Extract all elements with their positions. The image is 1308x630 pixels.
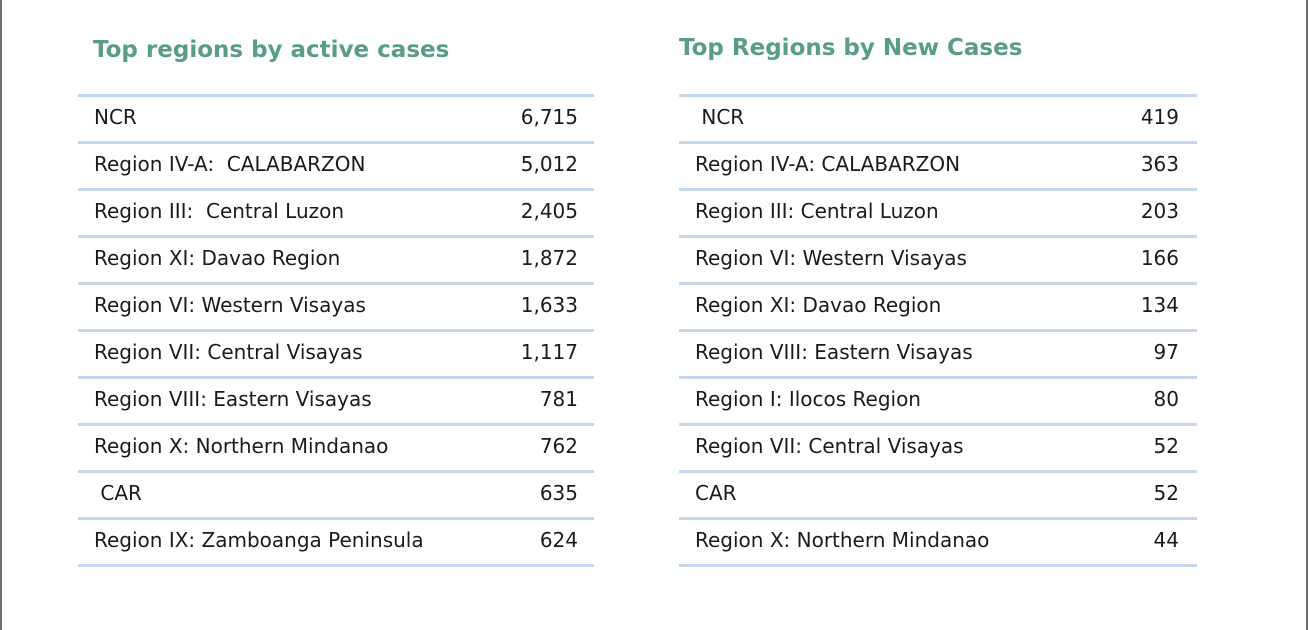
- case-count: 635: [539, 481, 578, 505]
- active-cases-title: Top regions by active cases: [93, 37, 450, 63]
- case-count: 1,117: [520, 340, 578, 364]
- region-label: Region IV-A: CALABARZON: [94, 152, 366, 176]
- region-label: NCR: [94, 105, 137, 129]
- new-cases-title: Top Regions by New Cases: [679, 35, 1023, 61]
- region-label: Region VII: Central Visayas: [695, 434, 964, 458]
- region-label: Region III: Central Luzon: [695, 199, 939, 223]
- active-cases-table: NCR 6,715 Region IV-A: CALABARZON 5,012 Regi…: [78, 94, 594, 567]
- region-label: Region XI: Davao Region: [695, 293, 942, 317]
- region-label: Region III: Central Luzon: [94, 199, 345, 223]
- region-label: Region I: Ilocos Region: [695, 387, 921, 411]
- table-row: Region VI: Western Visayas 166: [679, 238, 1197, 285]
- table-row: Region XI: Davao Region 1,872: [78, 238, 594, 285]
- table-row: CAR 52: [679, 473, 1197, 520]
- region-label: Region X: Northern Mindanao: [695, 528, 990, 552]
- case-count: 2,405: [520, 199, 578, 223]
- table-row: Region X: Northern Mindanao 762: [78, 426, 594, 473]
- table-row: Region XI: Davao Region 134: [679, 285, 1197, 332]
- case-count: 80: [1153, 387, 1179, 411]
- case-count: 52: [1153, 481, 1179, 505]
- table-row: Region III: Central Luzon 203: [679, 191, 1197, 238]
- region-label: CAR: [94, 481, 142, 505]
- table-row: CAR 635: [78, 473, 594, 520]
- table-row: Region I: Ilocos Region 80: [679, 379, 1197, 426]
- table-row: NCR 419: [679, 97, 1197, 144]
- case-count: 363: [1140, 152, 1179, 176]
- table-row: Region VII: Central Visayas 52: [679, 426, 1197, 473]
- table-row: Region III: Central Luzon 2,405: [78, 191, 594, 238]
- region-label: Region VI: Western Visayas: [94, 293, 366, 317]
- table-row: Region VI: Western Visayas 1,633: [78, 285, 594, 332]
- table-row: Region VIII: Eastern Visayas 781: [78, 379, 594, 426]
- case-count: 1,633: [520, 293, 578, 317]
- table-row: Region IX: Zamboanga Peninsula 624: [78, 520, 594, 567]
- case-count: 166: [1140, 246, 1179, 270]
- case-count: 419: [1140, 105, 1179, 129]
- region-label: Region XI: Davao Region: [94, 246, 341, 270]
- case-count: 781: [539, 387, 578, 411]
- frame-border-left: [0, 0, 2, 630]
- case-count: 134: [1140, 293, 1179, 317]
- case-count: 52: [1153, 434, 1179, 458]
- case-count: 5,012: [520, 152, 578, 176]
- new-cases-table: NCR 419 Region IV-A: CALABARZON 363 Region I…: [679, 94, 1197, 567]
- region-label: Region IV-A: CALABARZON: [695, 152, 961, 176]
- table-row: NCR 6,715: [78, 97, 594, 144]
- case-count: 44: [1153, 528, 1179, 552]
- region-label: Region VI: Western Visayas: [695, 246, 967, 270]
- region-label: Region X: Northern Mindanao: [94, 434, 389, 458]
- table-row: Region IV-A: CALABARZON 363: [679, 144, 1197, 191]
- frame-border-right: [1306, 0, 1308, 630]
- new-cases-panel: Top Regions by New Cases NCR 419 Region IV…: [679, 28, 1197, 567]
- table-row: Region VII: Central Visayas 1,117: [78, 332, 594, 379]
- active-cases-panel: Top regions by active cases NCR 6,715 Regi…: [78, 28, 594, 567]
- region-label: Region VII: Central Visayas: [94, 340, 363, 364]
- table-row: Region IV-A: CALABARZON 5,012: [78, 144, 594, 191]
- region-label: CAR: [695, 481, 737, 505]
- case-count: 6,715: [520, 105, 578, 129]
- case-count: 762: [539, 434, 578, 458]
- region-label: Region IX: Zamboanga Peninsula: [94, 528, 424, 552]
- table-row: Region VIII: Eastern Visayas 97: [679, 332, 1197, 379]
- case-count: 1,872: [520, 246, 578, 270]
- region-label: Region VIII: Eastern Visayas: [94, 387, 372, 411]
- table-row: Region X: Northern Mindanao 44: [679, 520, 1197, 567]
- region-label: NCR: [695, 105, 745, 129]
- case-count: 624: [539, 528, 578, 552]
- region-label: Region VIII: Eastern Visayas: [695, 340, 973, 364]
- case-count: 97: [1153, 340, 1179, 364]
- case-count: 203: [1140, 199, 1179, 223]
